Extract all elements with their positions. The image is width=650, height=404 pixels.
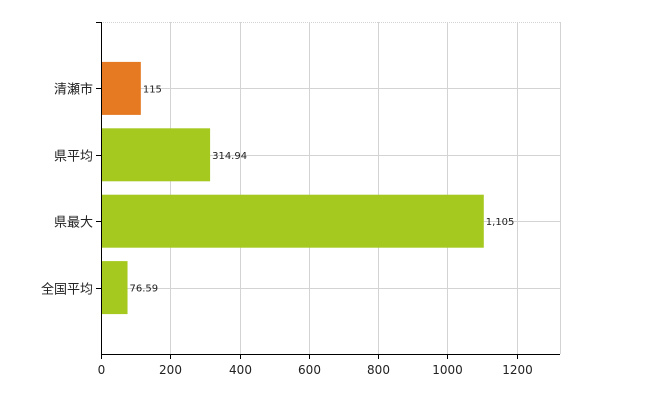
x-tick-label-6: 1200 [502,363,533,377]
data-label-2: 1,105 [486,217,515,228]
x-tick-label-3: 600 [298,363,321,377]
data-label-3: 76.59 [130,284,159,295]
data-label-0: 115 [143,84,162,95]
category-label-1: 県平均 [54,150,93,165]
bar-3 [101,261,128,315]
x-tick-label-2: 400 [229,363,252,377]
data-label-1: 314.94 [212,151,247,162]
x-tick-label-5: 1000 [432,363,463,377]
bar-1 [101,128,211,182]
axes [96,22,560,359]
bars [101,61,484,315]
bar-2 [101,194,484,248]
category-label-3: 全国平均 [41,282,93,298]
bar-0 [101,61,141,115]
category-label-0: 清瀬市 [54,82,93,98]
x-tick-label-0: 0 [98,363,106,377]
x-tick-label-1: 200 [159,363,182,377]
category-label-2: 県最大 [54,216,93,231]
gridlines [101,22,561,354]
x-tick-label-4: 800 [367,363,390,377]
